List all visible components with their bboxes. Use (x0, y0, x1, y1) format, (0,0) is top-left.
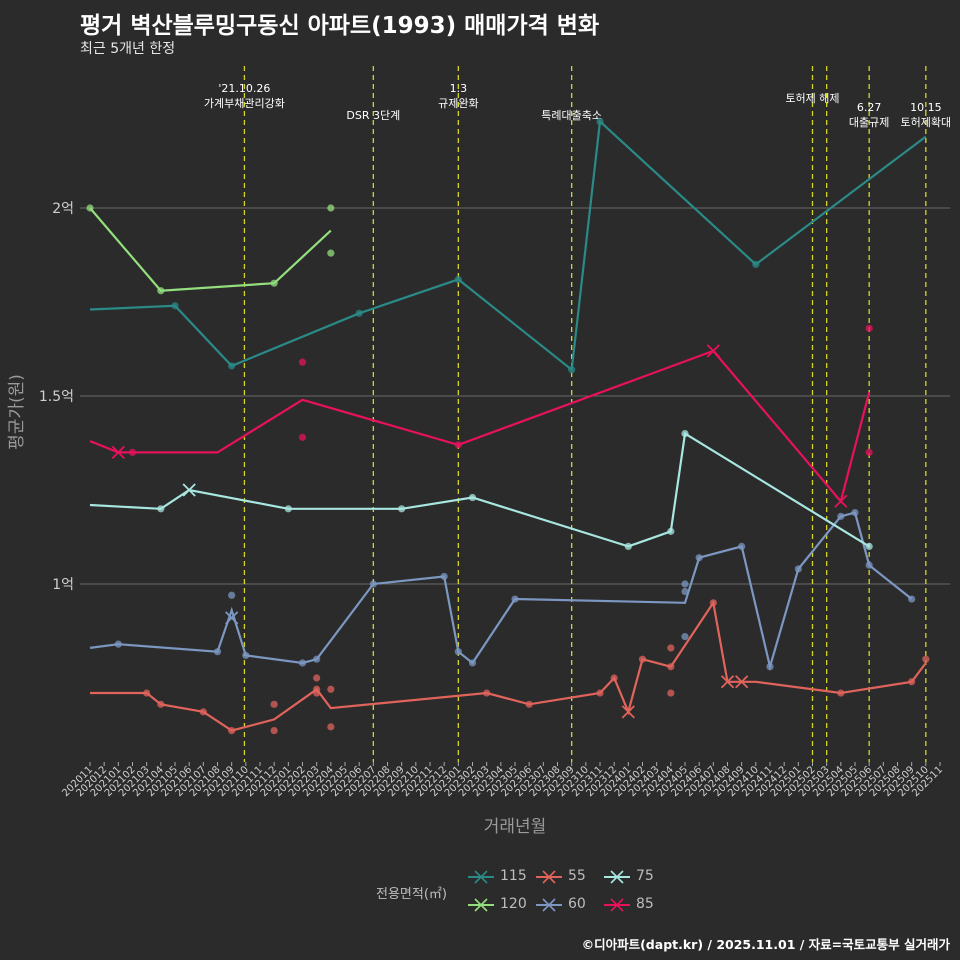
legend-key-icon (604, 898, 630, 912)
data-point (681, 580, 689, 588)
cross-marker (182, 483, 196, 497)
y-axis-label: 평균가(원) (7, 374, 27, 450)
data-point (667, 689, 675, 697)
event-label: 1.3 (450, 82, 468, 95)
data-point (298, 433, 307, 441)
legend-title: 전용면적(㎡) (376, 887, 447, 902)
data-point (270, 700, 278, 708)
legend-key-icon (536, 898, 562, 912)
event-label: 10.15 (910, 101, 942, 114)
series-line (89, 349, 871, 504)
data-point (270, 727, 278, 735)
series-120 (86, 204, 335, 295)
data-point (667, 644, 675, 652)
legend-label: 115 (500, 868, 527, 884)
event-label: DSR 3단계 (346, 109, 400, 122)
data-point (327, 204, 335, 212)
series-115 (89, 117, 927, 374)
event-label: 대출규제 (849, 116, 889, 129)
series-line (89, 207, 332, 292)
cross-marker (735, 675, 749, 689)
event-label: 토허제 해제 (785, 91, 839, 105)
data-point (865, 324, 873, 332)
legend-label: 85 (636, 896, 654, 912)
data-point (865, 448, 873, 456)
y-tick-label: 1.5억 (39, 389, 74, 405)
source-caption: ©디아파트(dapt.kr) / 2025.11.01 / 자료=국토교통부 실… (581, 937, 950, 952)
legend-key-icon (468, 870, 494, 884)
data-point (922, 655, 930, 663)
data-point (327, 249, 335, 257)
data-point (327, 723, 335, 731)
legend-label: 75 (636, 868, 654, 884)
data-point (298, 358, 307, 366)
legend-label: 55 (568, 868, 586, 884)
series-line (89, 431, 870, 548)
data-point (313, 674, 321, 682)
cross-marker (706, 344, 720, 358)
series-line (89, 511, 913, 672)
event-label: '21.10.26 (218, 82, 270, 95)
chart-title: 평거 벽산블루밍구동신 아파트(1993) 매매가격 변화 (80, 13, 600, 39)
cross-marker (720, 675, 735, 689)
legend-key-icon (536, 870, 562, 884)
series-75 (89, 430, 873, 551)
data-point (681, 587, 689, 596)
cross-marker (111, 445, 125, 460)
legend-key-icon (604, 870, 630, 884)
data-point (681, 633, 689, 641)
x-axis-label: 거래년월 (484, 817, 547, 837)
series-55 (90, 599, 930, 735)
y-tick-label: 1억 (52, 577, 74, 593)
chart-subtitle: 최근 5개년 한정 (80, 41, 176, 57)
event-label: 토허제확대 (901, 116, 952, 129)
series-line (89, 119, 927, 372)
event-label: 특례대출축소 (541, 109, 602, 122)
legend-key-icon (468, 898, 494, 912)
event-label: 가계부채관리강화 (204, 97, 285, 110)
cross-marker (621, 705, 635, 719)
y-tick-label: 2억 (52, 201, 74, 217)
cross-marker (225, 611, 239, 625)
series-85 (89, 324, 873, 508)
series-line (90, 599, 927, 732)
data-point (228, 591, 236, 599)
legend-label: 60 (568, 896, 586, 912)
series-60 (89, 508, 916, 672)
legend-label: 120 (500, 896, 527, 912)
cross-marker (834, 494, 848, 508)
event-label: 규제완화 (438, 97, 478, 110)
data-point (327, 685, 335, 693)
event-label: 6.27 (857, 101, 882, 114)
